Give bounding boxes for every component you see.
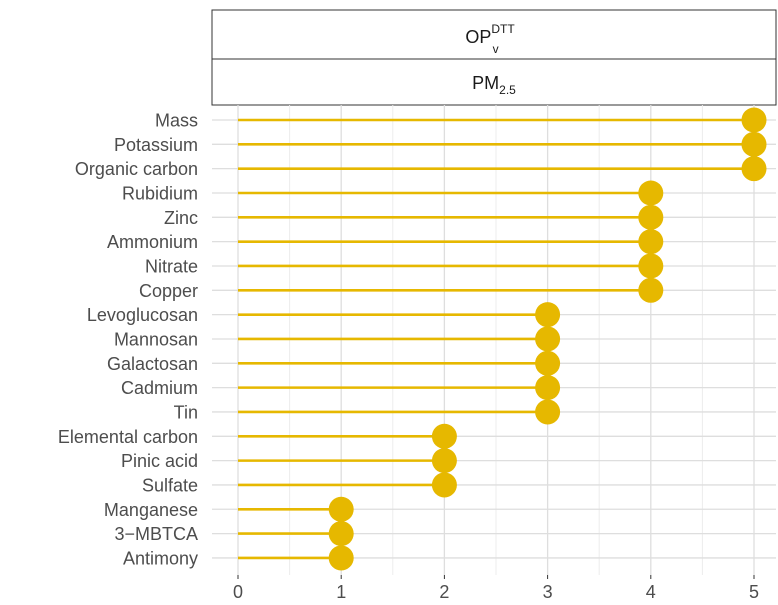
strip-top-sub: v — [493, 42, 499, 56]
strip-top-sup: DTT — [491, 22, 515, 36]
point — [431, 472, 457, 498]
point — [638, 180, 664, 206]
point — [638, 229, 664, 255]
category-label: Pinic acid — [121, 451, 198, 471]
category-label: Zinc — [164, 208, 198, 228]
category-label: Ammonium — [107, 232, 198, 252]
category-label: 3−MBTCA — [114, 524, 198, 544]
x-tick-label: 1 — [336, 582, 346, 602]
x-tick-label: 2 — [439, 582, 449, 602]
point — [638, 277, 664, 303]
point — [741, 131, 767, 157]
category-label: Rubidium — [122, 183, 198, 203]
category-labels: Mass Potassium Organic carbon Rubidium Zinc A… — [58, 111, 198, 569]
point — [535, 399, 561, 425]
x-tick-label: 4 — [646, 582, 656, 602]
x-tick-label: 5 — [749, 582, 759, 602]
point — [431, 448, 457, 474]
point — [535, 375, 561, 401]
category-label: Copper — [139, 281, 198, 301]
x-tick-label: 0 — [233, 582, 243, 602]
point — [535, 326, 561, 352]
strip-second-sub: 2.5 — [499, 83, 516, 97]
strip-top-main: OP — [465, 27, 491, 47]
category-label: Galactosan — [107, 354, 198, 374]
category-label: Levoglucosan — [87, 305, 198, 325]
category-label: Antimony — [123, 548, 198, 568]
x-tick-label: 3 — [543, 582, 553, 602]
stems — [238, 118, 754, 560]
strip-label-top: OPDTT v — [465, 22, 515, 56]
point — [328, 496, 354, 522]
strip-box-second — [211, 58, 777, 106]
strip-label-second: PM2.5 — [472, 73, 516, 97]
category-label: Tin — [174, 402, 198, 422]
points — [328, 107, 767, 571]
category-label: Elemental carbon — [58, 427, 198, 447]
x-axis: 0 1 2 3 4 5 — [233, 575, 759, 602]
category-label: Nitrate — [145, 256, 198, 276]
category-label: Mannosan — [114, 329, 198, 349]
point — [535, 350, 561, 376]
facet-strips: OPDTT v PM2.5 — [211, 9, 777, 106]
point — [638, 204, 664, 230]
strip-box-top — [211, 9, 777, 60]
category-label: Mass — [155, 111, 198, 131]
point — [741, 156, 767, 182]
point — [741, 107, 767, 133]
point — [328, 545, 354, 571]
category-label: Potassium — [114, 135, 198, 155]
strip-second-main: PM — [472, 73, 499, 93]
category-label: Manganese — [104, 500, 198, 520]
category-label: Sulfate — [142, 475, 198, 495]
category-label: Organic carbon — [75, 159, 198, 179]
point — [431, 423, 457, 449]
point — [328, 521, 354, 547]
category-label: Cadmium — [121, 378, 198, 398]
point — [638, 253, 664, 279]
point — [535, 302, 561, 328]
